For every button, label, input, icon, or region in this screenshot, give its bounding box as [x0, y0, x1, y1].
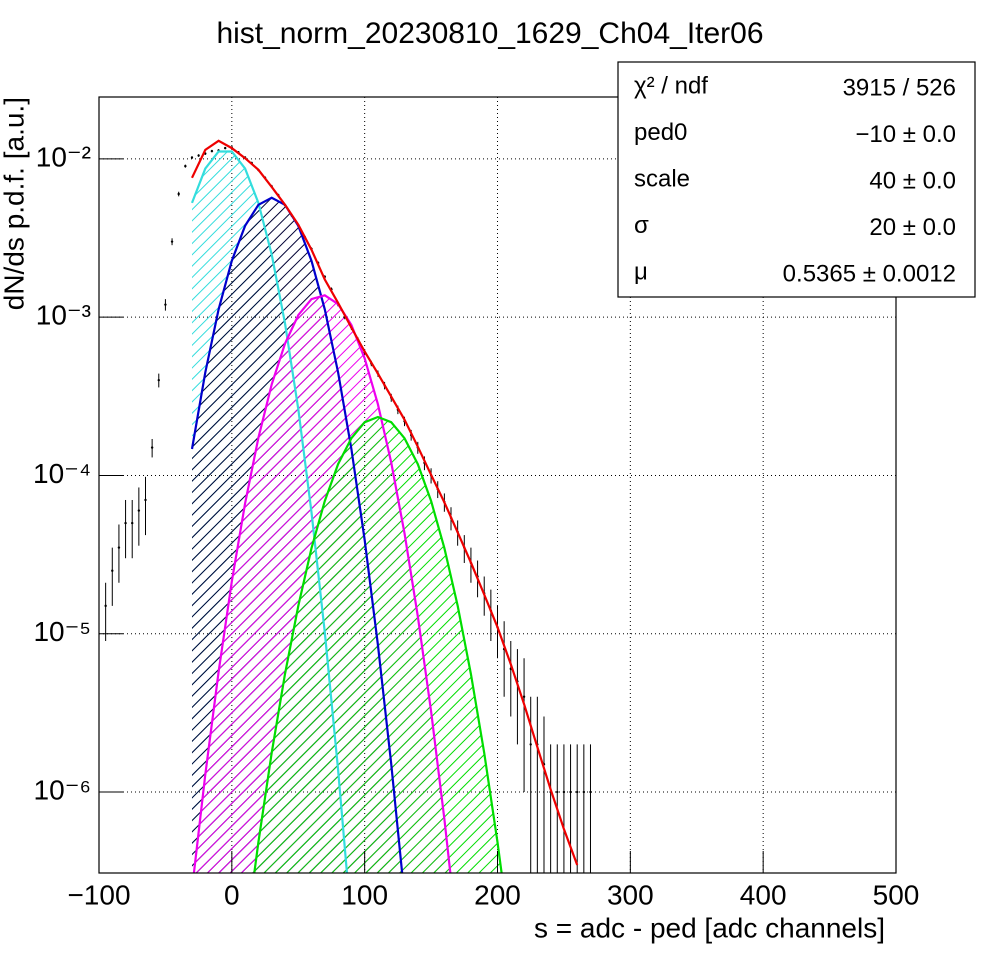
stats-value: 0.5365 ± 0.0012 [783, 260, 956, 287]
stats-value: 20 ± 0.0 [869, 214, 956, 241]
fit-curves [190, 139, 579, 873]
data-point [124, 521, 127, 525]
y-tick-label: 10⁻⁶ [34, 774, 91, 805]
stats-rows: χ² / ndf 3915 / 526 ped0 −10 ± 0.0 scale 40 ±… [634, 72, 956, 287]
data-point [562, 790, 566, 794]
data-point [197, 154, 200, 157]
x-tick-label: 500 [873, 879, 920, 910]
data-point [556, 790, 559, 794]
fit-curve [192, 294, 452, 873]
chart-title: hist_norm_20230810_1629_Ch04_Iter06 [216, 17, 763, 50]
y-axis-title: dN/ds p.d.f. [a.u.] [0, 97, 29, 310]
data-point [144, 498, 147, 502]
stats-box: χ² / ndf 3915 / 526 ped0 −10 ± 0.0 scale 40 ±… [617, 61, 976, 298]
stats-value: 3915 / 526 [843, 74, 956, 101]
stats-label: ped0 [634, 119, 687, 146]
x-tick-label: 300 [607, 879, 654, 910]
data-point [137, 509, 141, 512]
data-point [157, 378, 160, 382]
data-point [210, 149, 214, 153]
stats-label: scale [634, 165, 690, 192]
data-point [177, 192, 180, 196]
data-point [170, 240, 174, 243]
data-point [569, 790, 572, 794]
data-point [576, 790, 579, 794]
stats-frame [617, 61, 976, 298]
y-tick-label: 10⁻³ [36, 300, 91, 331]
data-point [223, 146, 227, 150]
data-point [104, 604, 107, 608]
data-point [184, 164, 187, 168]
data-point [111, 569, 114, 572]
stats-label: μ [634, 258, 648, 285]
data-point [164, 303, 167, 306]
data-point [117, 546, 121, 549]
y-tick-label: 10⁻² [36, 141, 91, 172]
data-point [589, 790, 592, 794]
stats-label: χ² / ndf [634, 72, 708, 99]
x-tick-label: 200 [474, 879, 521, 910]
data-point [131, 521, 134, 525]
x-axis-title: s = adc - ped [adc channels] [534, 912, 885, 943]
data-point [150, 446, 154, 449]
x-tick-label: 0 [224, 879, 240, 910]
axes: −100 0 100 200 300 400 500 10⁻⁶ 10⁻⁵ 10⁻⁴ 10⁻³ 10⁻² [33, 141, 919, 910]
y-tick-label: 10⁻⁴ [33, 458, 91, 489]
data-point [190, 156, 194, 159]
stats-value: −10 ± 0.0 [855, 121, 956, 148]
y-tick-label: 10⁻⁵ [33, 616, 91, 647]
x-tick-label: 100 [341, 879, 388, 910]
data-point [522, 695, 526, 698]
stats-value: 40 ± 0.0 [869, 167, 956, 194]
stats-label: σ [634, 212, 649, 239]
fit-curve [191, 139, 579, 866]
data-point [582, 790, 586, 794]
x-tick-label: 400 [740, 879, 787, 910]
data-point [529, 743, 532, 746]
fit-curve [253, 415, 503, 873]
fit-curve [190, 150, 349, 873]
x-tick-label: −100 [67, 879, 130, 910]
